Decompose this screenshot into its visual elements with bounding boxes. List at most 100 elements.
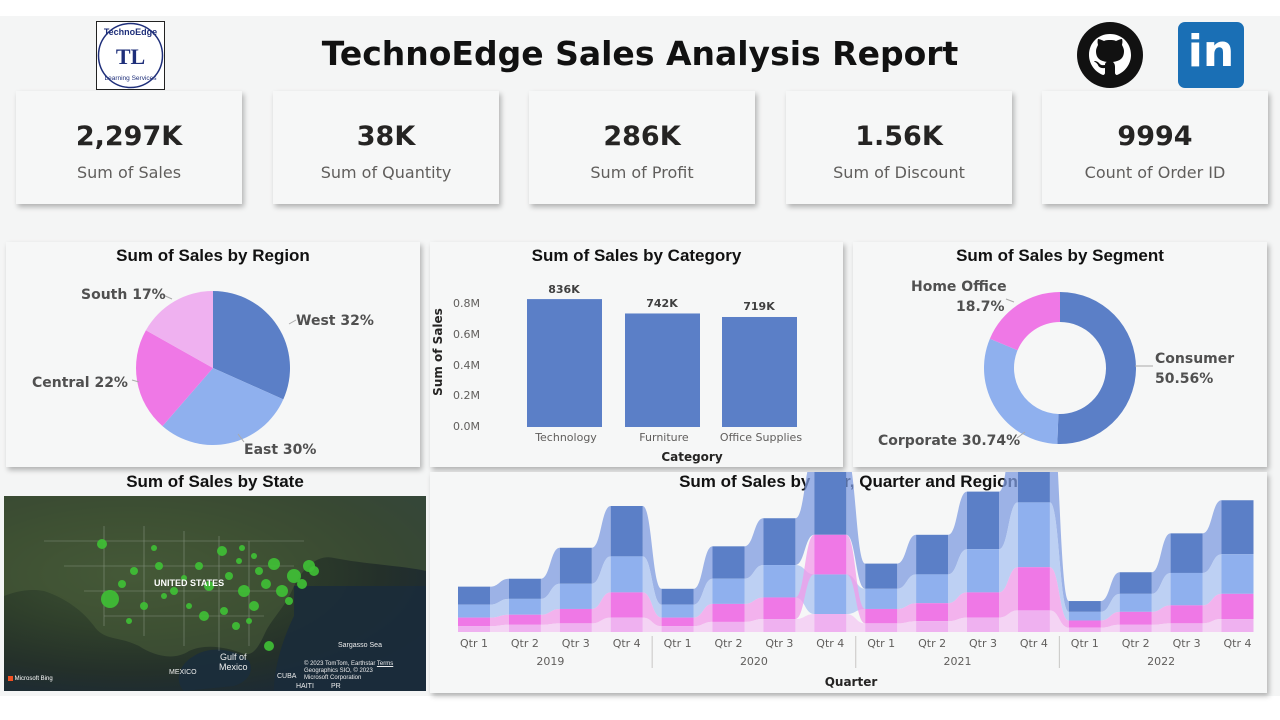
state-bubble[interactable] bbox=[225, 572, 233, 580]
ribbon-column-east[interactable] bbox=[763, 565, 796, 598]
donut-slice-consumer[interactable] bbox=[1057, 292, 1136, 444]
bar-furniture[interactable] bbox=[625, 313, 700, 427]
ribbon-column-central[interactable] bbox=[1068, 620, 1101, 628]
state-bubble[interactable] bbox=[97, 539, 107, 549]
state-bubble[interactable] bbox=[232, 622, 240, 630]
state-bubble[interactable] bbox=[287, 569, 301, 583]
ribbon-column-central[interactable] bbox=[763, 597, 796, 620]
state-bubble[interactable] bbox=[140, 602, 148, 610]
state-bubble[interactable] bbox=[130, 567, 138, 575]
ribbon-column-south[interactable] bbox=[712, 621, 745, 632]
ribbon-column-west[interactable] bbox=[1119, 572, 1152, 594]
ribbon-column-south[interactable] bbox=[1221, 619, 1254, 632]
ribbon-column-west[interactable] bbox=[610, 506, 643, 557]
state-bubble[interactable] bbox=[101, 590, 119, 608]
segment-donut-visual[interactable]: Sum of Sales by Segment Consumer 50.56% … bbox=[853, 242, 1267, 467]
ribbon-column-south[interactable] bbox=[508, 624, 541, 632]
ribbon-column-central[interactable] bbox=[1119, 611, 1152, 625]
state-bubble[interactable] bbox=[155, 562, 163, 570]
ribbon-column-west[interactable] bbox=[458, 586, 490, 605]
state-bubble[interactable] bbox=[181, 575, 187, 581]
category-bar-visual[interactable]: Sum of Sales by Category Sum of Sales Ca… bbox=[430, 242, 843, 467]
state-bubble[interactable] bbox=[238, 585, 250, 597]
ribbon-column-west[interactable] bbox=[1068, 601, 1101, 612]
ribbon-column-east[interactable] bbox=[1170, 572, 1203, 606]
ribbon-column-east[interactable] bbox=[1068, 611, 1101, 621]
ribbon-column-south[interactable] bbox=[1017, 610, 1050, 632]
state-bubble[interactable] bbox=[161, 593, 167, 599]
ribbon-column-west[interactable] bbox=[1221, 500, 1254, 555]
linkedin-link[interactable]: in bbox=[1178, 22, 1244, 88]
state-bubble[interactable] bbox=[236, 558, 242, 564]
ribbon-column-west[interactable] bbox=[916, 534, 949, 575]
ribbon-column-east[interactable] bbox=[508, 598, 541, 615]
ribbon-column-south[interactable] bbox=[916, 621, 949, 632]
ribbon-column-west[interactable] bbox=[559, 547, 592, 584]
ribbon-column-west[interactable] bbox=[661, 588, 694, 605]
ribbon-column-south[interactable] bbox=[610, 617, 643, 632]
pie-slice-south[interactable] bbox=[145, 291, 213, 368]
ribbon-column-central[interactable] bbox=[814, 534, 847, 575]
map-terms-link[interactable]: Terms bbox=[376, 661, 394, 667]
ribbon-column-south[interactable] bbox=[559, 623, 592, 632]
ribbon-column-central[interactable] bbox=[458, 617, 490, 627]
ribbon-column-south[interactable] bbox=[865, 623, 898, 632]
state-bubble[interactable] bbox=[126, 618, 132, 624]
ribbon-chart-visual[interactable]: Sum of Sales by Year, Quarter and Region… bbox=[430, 472, 1267, 693]
state-bubble[interactable] bbox=[199, 611, 209, 621]
ribbon-column-east[interactable] bbox=[814, 574, 847, 614]
ribbon-column-central[interactable] bbox=[610, 592, 643, 618]
ribbon-column-central[interactable] bbox=[967, 592, 999, 618]
ribbon-column-central[interactable] bbox=[1221, 593, 1254, 620]
ribbon-column-south[interactable] bbox=[814, 614, 847, 632]
pie-slice-east[interactable] bbox=[162, 368, 284, 445]
ribbon-column-central[interactable] bbox=[865, 608, 898, 624]
state-bubble[interactable] bbox=[264, 641, 274, 651]
ribbon-column-east[interactable] bbox=[1221, 554, 1254, 594]
state-bubble[interactable] bbox=[276, 585, 288, 597]
state-bubble[interactable] bbox=[186, 603, 192, 609]
ribbon-column-east[interactable] bbox=[865, 588, 898, 609]
ribbon-column-central[interactable] bbox=[1170, 605, 1203, 624]
state-bubble[interactable] bbox=[268, 558, 280, 570]
state-bubble[interactable] bbox=[249, 601, 259, 611]
ribbon-column-central[interactable] bbox=[712, 603, 745, 622]
ribbon-column-west[interactable] bbox=[967, 491, 999, 550]
state-bubble[interactable] bbox=[118, 580, 126, 588]
state-bubble[interactable] bbox=[285, 597, 293, 605]
ribbon-column-east[interactable] bbox=[712, 578, 745, 604]
state-bubble[interactable] bbox=[195, 562, 203, 570]
ribbon-column-west[interactable] bbox=[763, 518, 796, 566]
ribbon-column-east[interactable] bbox=[916, 574, 949, 604]
bar-technology[interactable] bbox=[527, 299, 602, 427]
ribbon-column-east[interactable] bbox=[1017, 502, 1050, 568]
ribbon-column-west[interactable] bbox=[1017, 472, 1050, 503]
ribbon-column-west[interactable] bbox=[1170, 533, 1203, 573]
ribbon-column-central[interactable] bbox=[661, 617, 694, 627]
state-bubble[interactable] bbox=[251, 553, 257, 559]
ribbon-column-south[interactable] bbox=[458, 626, 490, 632]
ribbon-column-south[interactable] bbox=[1119, 624, 1152, 632]
pie-slice-central[interactable] bbox=[136, 330, 213, 427]
ribbon-column-central[interactable] bbox=[916, 603, 949, 622]
ribbon-column-west[interactable] bbox=[508, 578, 541, 599]
bar-office-supplies[interactable] bbox=[722, 316, 797, 427]
state-bubble[interactable] bbox=[217, 546, 227, 556]
ribbon-column-south[interactable] bbox=[1170, 623, 1203, 632]
ribbon-column-east[interactable] bbox=[610, 556, 643, 593]
ribbon-column-east[interactable] bbox=[967, 549, 999, 593]
state-bubble[interactable] bbox=[261, 579, 271, 589]
donut-slice-corporate[interactable] bbox=[984, 338, 1059, 444]
state-bubble[interactable] bbox=[239, 545, 245, 551]
state-bubble[interactable] bbox=[255, 567, 263, 575]
ribbon-column-south[interactable] bbox=[967, 617, 999, 632]
ribbon-column-central[interactable] bbox=[559, 608, 592, 624]
donut-slice-home-office[interactable] bbox=[989, 292, 1060, 351]
state-bubble[interactable] bbox=[297, 579, 307, 589]
state-map[interactable]: UNITED STATES Gulf of Mexico MEXICO CUBA… bbox=[4, 496, 426, 691]
ribbon-column-east[interactable] bbox=[458, 604, 490, 618]
state-bubble[interactable] bbox=[220, 607, 228, 615]
ribbon-column-east[interactable] bbox=[661, 604, 694, 618]
state-bubble[interactable] bbox=[309, 566, 319, 576]
state-bubble[interactable] bbox=[246, 618, 252, 624]
